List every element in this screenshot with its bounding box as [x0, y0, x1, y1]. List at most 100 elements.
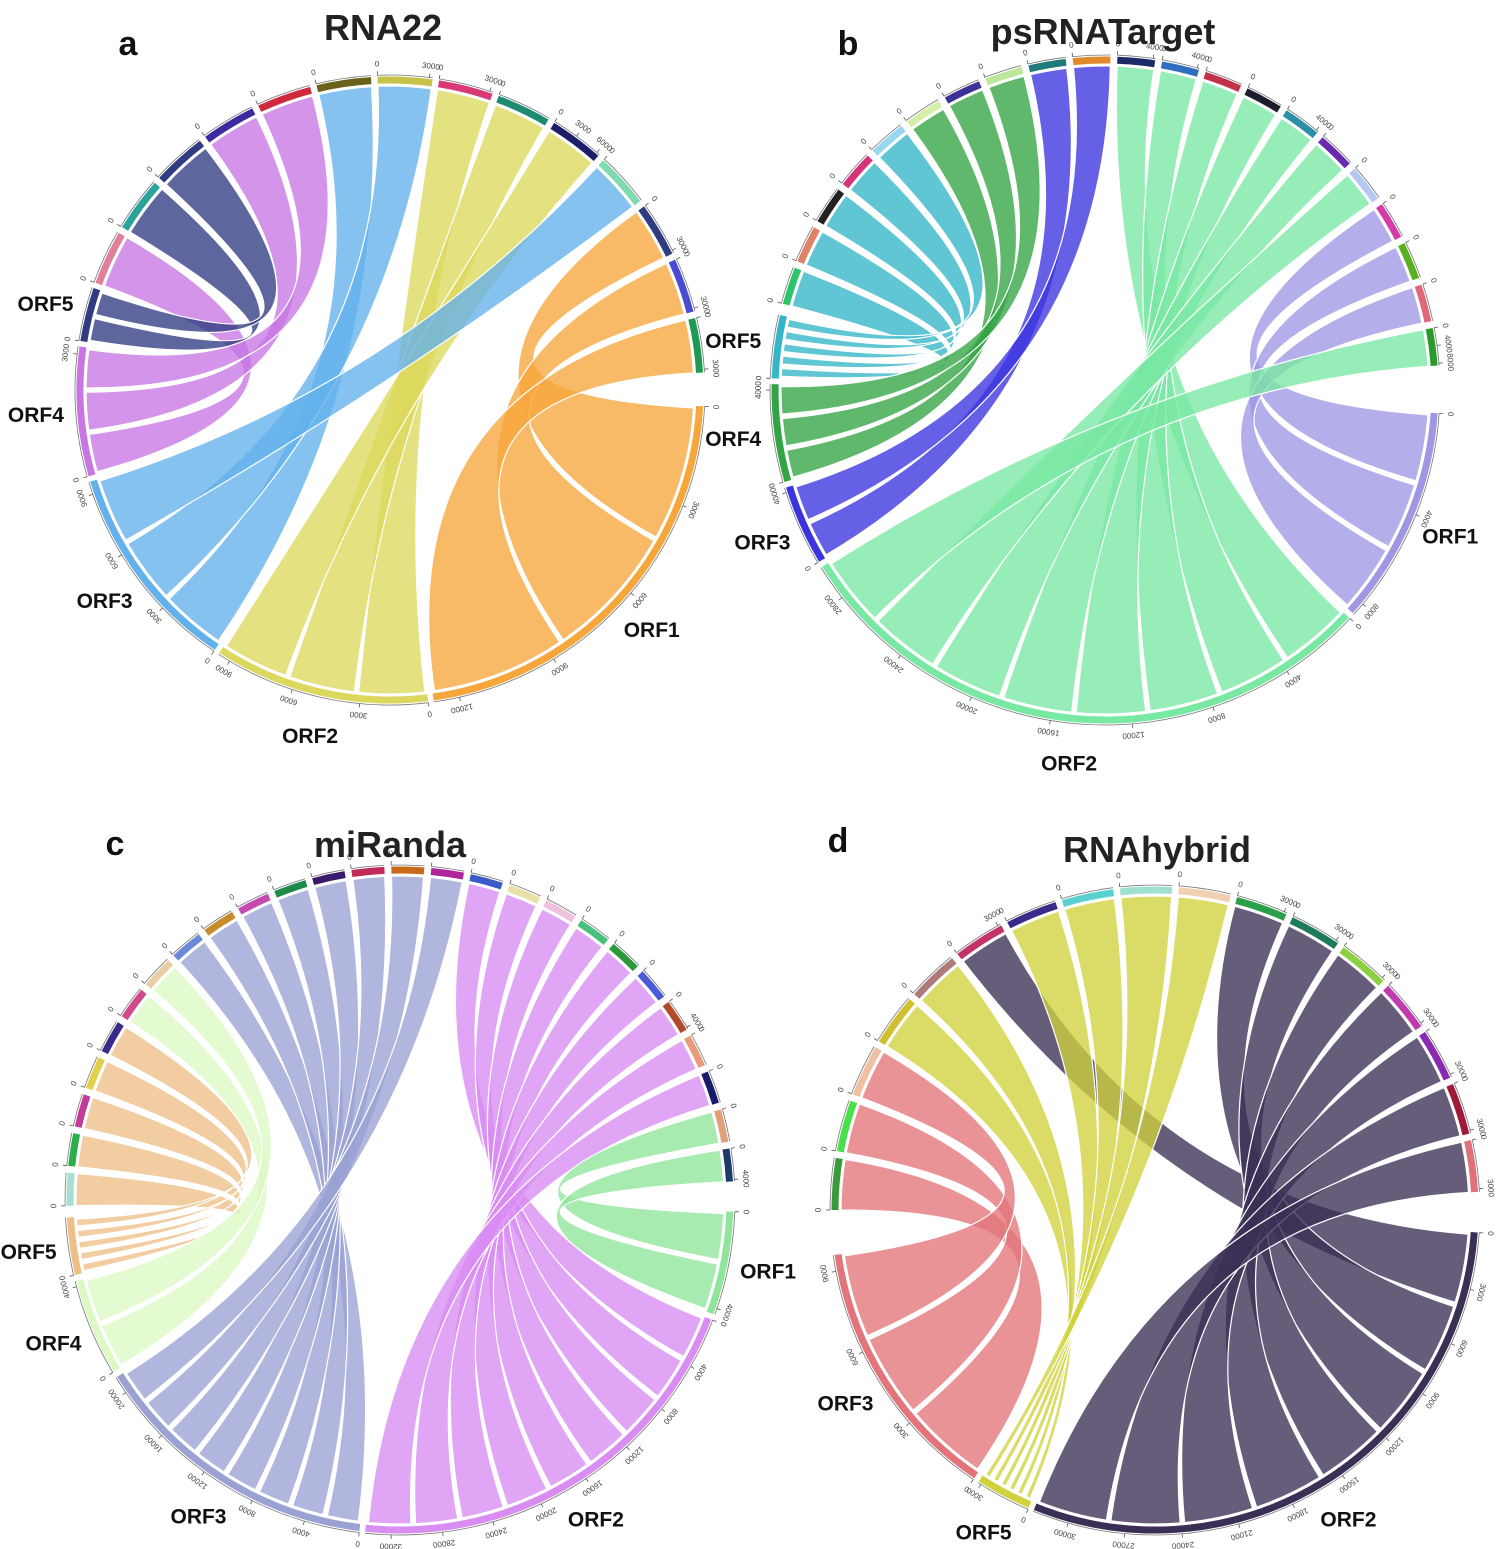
chord-ribbon-22-to-orf2 — [449, 1006, 680, 1519]
mirna-12-tick-mark-1 — [672, 247, 676, 251]
target-arc-orf4 — [76, 346, 96, 477]
target-orf5-tick-label-0: 0 — [58, 1274, 68, 1281]
chord-ribbon-10-to-orf3 — [241, 901, 341, 1505]
target-orf3-tick-mark-2 — [250, 1500, 253, 1505]
mirna-12-tick-label-0: 0 — [650, 194, 660, 203]
mirna-arc-16-rule — [1323, 135, 1352, 163]
mirna-arc-20 — [609, 943, 638, 972]
mirna-arc-13 — [1203, 72, 1242, 92]
mirna-3-tick-label-0: 0 — [801, 210, 811, 219]
mirna-arc-23 — [684, 1035, 706, 1068]
target-orf1-tick-label-2: 6000 — [630, 591, 649, 611]
mirna-arc-3 — [159, 140, 205, 183]
chord-ribbon-7-to-orf4 — [85, 966, 272, 1323]
mirna-arc-1 — [66, 1172, 75, 1206]
mirna-arc-10 — [1072, 56, 1111, 66]
mirna-9-tick-mark-0 — [1026, 60, 1029, 65]
target-orf2-tick-mark-2 — [661, 1408, 666, 1412]
mirna-13-tick-label-0: 0 — [347, 852, 353, 862]
mirna-arc-18 — [1376, 204, 1402, 241]
target-orf2-tick-label-5: 20000 — [954, 699, 978, 716]
target-orf2-tick-label-3: 12000 — [1121, 730, 1144, 741]
mirna-arc-17 — [1464, 1140, 1478, 1193]
mirna-17-tick-label-0: 0 — [1479, 1134, 1489, 1141]
panel-label-c: c — [106, 825, 125, 863]
mirna-arc-12 — [312, 871, 346, 885]
mirna-1-tick-label-0: 0 — [78, 274, 88, 282]
mirna-arc-24 — [701, 1071, 719, 1105]
mirna-arc-13-rule — [1205, 70, 1242, 85]
mirna-15-tick-mark-0 — [1287, 105, 1290, 110]
mirna-12-tick-label-0: 0 — [1294, 901, 1302, 911]
chord-ribbon-13-to-orf1 — [495, 262, 686, 641]
target-orf5-tick-mark-0 — [74, 339, 79, 342]
mirna-arc-11 — [1117, 56, 1156, 68]
target-orf2-tick-mark-6 — [1292, 1504, 1295, 1509]
target-orf2-tick-mark-4 — [1049, 720, 1051, 725]
mirna-17-tick-label-0: 0 — [1359, 155, 1369, 165]
target-orf2-tick-label-8: 32000 — [379, 1541, 402, 1549]
chord-ribbon-4-to-orf5 — [76, 1060, 248, 1238]
mirna-arc-26 — [722, 1148, 733, 1182]
mirna-11-tick-mark-1 — [1152, 54, 1155, 59]
orf-label-orf3: ORF3 — [734, 532, 790, 555]
mirna-arc-19-rule — [1405, 242, 1421, 278]
mirna-arc-18-rule — [1382, 203, 1403, 237]
mirna-16-tick-mark-1 — [1469, 1128, 1474, 1131]
target-orf2-tick-mark-5 — [1342, 1475, 1346, 1479]
mirna-6-tick-mark-0 — [116, 1012, 121, 1016]
mirna-arc-9 — [1119, 886, 1173, 896]
mirna-arc-12 — [1160, 61, 1199, 77]
mirna-arc-5 — [914, 958, 957, 999]
target-arc-orf3 — [834, 1254, 979, 1479]
mirna-7-tick-mark-0 — [141, 980, 145, 984]
mirna-26-tick-mark-0 — [730, 1147, 735, 1149]
mirna-16-tick-label-0: 0 — [1326, 123, 1336, 133]
orf-label-orf2: ORF2 — [1041, 752, 1097, 775]
mirna-17-tick-mark-0 — [509, 879, 512, 884]
target-arc-orf2-rule — [364, 1319, 714, 1536]
mirna-20-tick-label-0: 0 — [617, 929, 627, 939]
mirna-arc-1-rule — [64, 1172, 67, 1206]
mirna-15-tick-mark-1 — [1316, 126, 1320, 131]
chord-ribbon-9-to-orf3 — [209, 919, 349, 1516]
mirna-4-tick-mark-0 — [80, 1085, 85, 1088]
panel-label-a: a — [119, 25, 139, 63]
mirna-13-tick-label-0: 0 — [682, 250, 692, 258]
mirna-arc-2 — [68, 1133, 81, 1167]
mirna-2-tick-mark-0 — [792, 258, 797, 261]
mirna-3-tick-mark-0 — [847, 1092, 852, 1095]
mirna-arc-5-rule — [912, 956, 952, 994]
target-arc-orf1 — [432, 406, 704, 701]
mirna-arc-7 — [145, 960, 174, 989]
mirna-9-tick-mark-0 — [498, 90, 501, 95]
target-arc-orf4 — [76, 1278, 121, 1372]
mirna-14-tick-label-0: 0 — [703, 312, 713, 319]
mirna-2-tick-label-0: 0 — [780, 252, 790, 260]
panel-a-rna22: 0300060009000120000300060009000030006000… — [8, 7, 721, 748]
target-orf2-tick-mark-2 — [290, 689, 293, 694]
mirna-19-tick-label-0: 0 — [1411, 233, 1421, 241]
target-orf2-tick-label-2: 8000 — [1206, 711, 1226, 725]
target-orf3-tick-label-1: 3000 — [891, 1420, 910, 1440]
mirna-arc-3 — [74, 1094, 91, 1128]
target-orf2-tick-label-8: 24000 — [1171, 1540, 1194, 1549]
mirna-15-tick-mark-1 — [1450, 1072, 1455, 1075]
mirna-15-tick-label-0: 0 — [1431, 1020, 1441, 1029]
target-orf3-tick-mark-0 — [358, 1532, 360, 1537]
chart-title-rnahybrid: RNAhybrid — [1063, 829, 1251, 870]
mirna-7-tick-mark-1 — [429, 73, 431, 78]
mirna-1-tick-label-0: 0 — [49, 1203, 58, 1208]
target-orf2-tick-label-1: 3000 — [349, 710, 368, 721]
mirna-arc-1 — [95, 232, 125, 286]
mirna-22-tick-mark-1 — [686, 1024, 691, 1028]
target-orf3-tick-label-2: 6000 — [103, 550, 120, 570]
target-arc-orf1-rule — [433, 406, 705, 703]
chord-ribbon-4-to-orf5 — [886, 1004, 1074, 1499]
mirna-7-tick-label-0: 0 — [997, 905, 1006, 915]
mirna-5-tick-label-0: 0 — [249, 89, 257, 99]
target-orf3-tick-label-2: 8000 — [237, 1503, 257, 1519]
chart-title-psrnatarget: psRNATarget — [991, 11, 1216, 52]
target-orf1-tick-mark-1 — [682, 505, 687, 508]
mirna-14-tick-label-0: 0 — [1249, 72, 1257, 82]
